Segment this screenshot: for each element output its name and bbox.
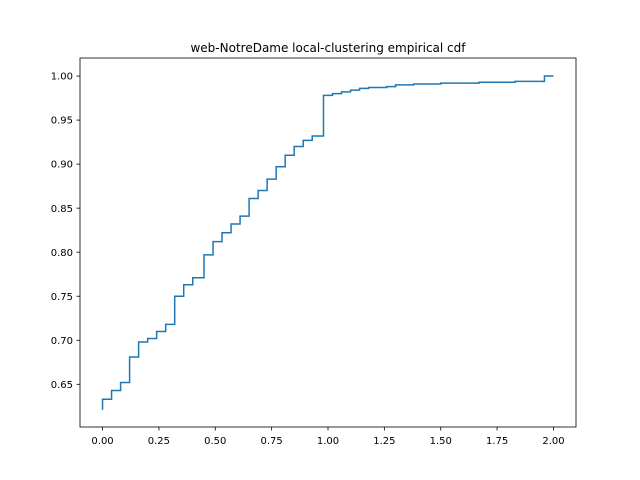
x-tick-label: 1.50 — [430, 436, 452, 447]
x-tick-label: 0.00 — [91, 436, 113, 447]
x-tick-label: 1.00 — [317, 436, 339, 447]
ecdf-series-line-0 — [101, 75, 554, 410]
y-tick-label: 0.80 — [51, 248, 73, 259]
series-layer — [101, 75, 554, 410]
x-tick-label: 1.25 — [373, 436, 395, 447]
y-tick-label: 0.65 — [51, 380, 73, 391]
x-tick-label: 2.00 — [542, 436, 564, 447]
x-tick-label: 0.25 — [148, 436, 170, 447]
y-tick-label: 1.00 — [51, 72, 73, 83]
y-tick-label: 0.90 — [51, 160, 73, 171]
y-tick-label: 0.70 — [51, 336, 73, 347]
axes-layer: 0.00 0.25 0.50 0.75 1.00 1.25 1.50 1.75 2.00 0.65… — [51, 57, 577, 447]
y-tick-label: 0.75 — [51, 292, 73, 303]
x-tick-label: 0.50 — [204, 436, 226, 447]
x-tick-label: 1.75 — [486, 436, 508, 447]
y-tick-label: 0.85 — [51, 204, 73, 215]
x-tick-label: 0.75 — [261, 436, 283, 447]
y-tick-label: 0.95 — [51, 116, 73, 127]
chart-title: web-NotreDame local-clustering empirical… — [190, 41, 466, 55]
